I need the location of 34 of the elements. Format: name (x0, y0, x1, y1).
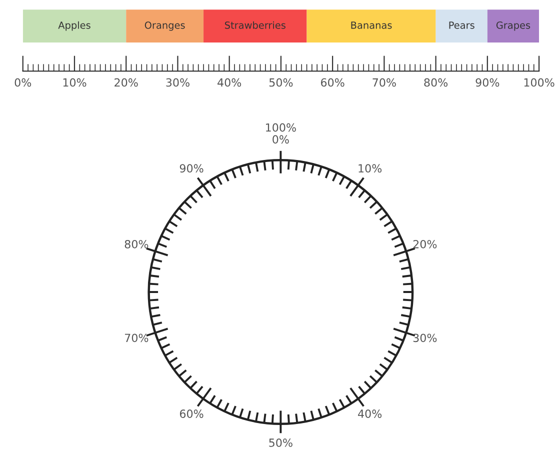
text: 50% (269, 438, 292, 447)
series-label: Strawberries (224, 21, 286, 29)
x-tick-label: 60% (320, 78, 344, 87)
bar (306, 10, 436, 43)
series-label: Oranges (144, 22, 185, 31)
text: 10% (358, 164, 382, 173)
series-label: Apples (58, 21, 90, 31)
bar (487, 10, 540, 43)
bar (126, 10, 204, 43)
text: 40% (358, 410, 382, 418)
text: 80% (124, 240, 148, 248)
series-label: Pears (449, 22, 474, 29)
x-tick-label: 90% (476, 78, 500, 87)
series-label: Grapes (496, 22, 530, 31)
text: 60% (180, 410, 204, 418)
series-label: Bananas (351, 22, 392, 29)
text: 20% (413, 240, 437, 248)
text: 30% (413, 334, 437, 342)
x-tick-label: 50% (269, 78, 293, 87)
x-tick-label: 100% (524, 78, 554, 87)
x-tick-label: 40% (218, 78, 242, 87)
text: 90% (180, 164, 204, 173)
bar (436, 10, 488, 43)
x-tick-label: 10% (63, 78, 86, 87)
x-tick-label: 20% (114, 78, 138, 87)
bar (204, 10, 307, 43)
text: 0% (272, 135, 289, 144)
x-tick-label: 70% (372, 78, 396, 87)
x-tick-label: 80% (424, 78, 448, 87)
text: 70% (125, 334, 148, 342)
bar (22, 10, 126, 43)
x-tick-label: 0% (14, 78, 32, 87)
text: 100% (266, 123, 296, 132)
x-tick-label: 30% (166, 78, 190, 87)
